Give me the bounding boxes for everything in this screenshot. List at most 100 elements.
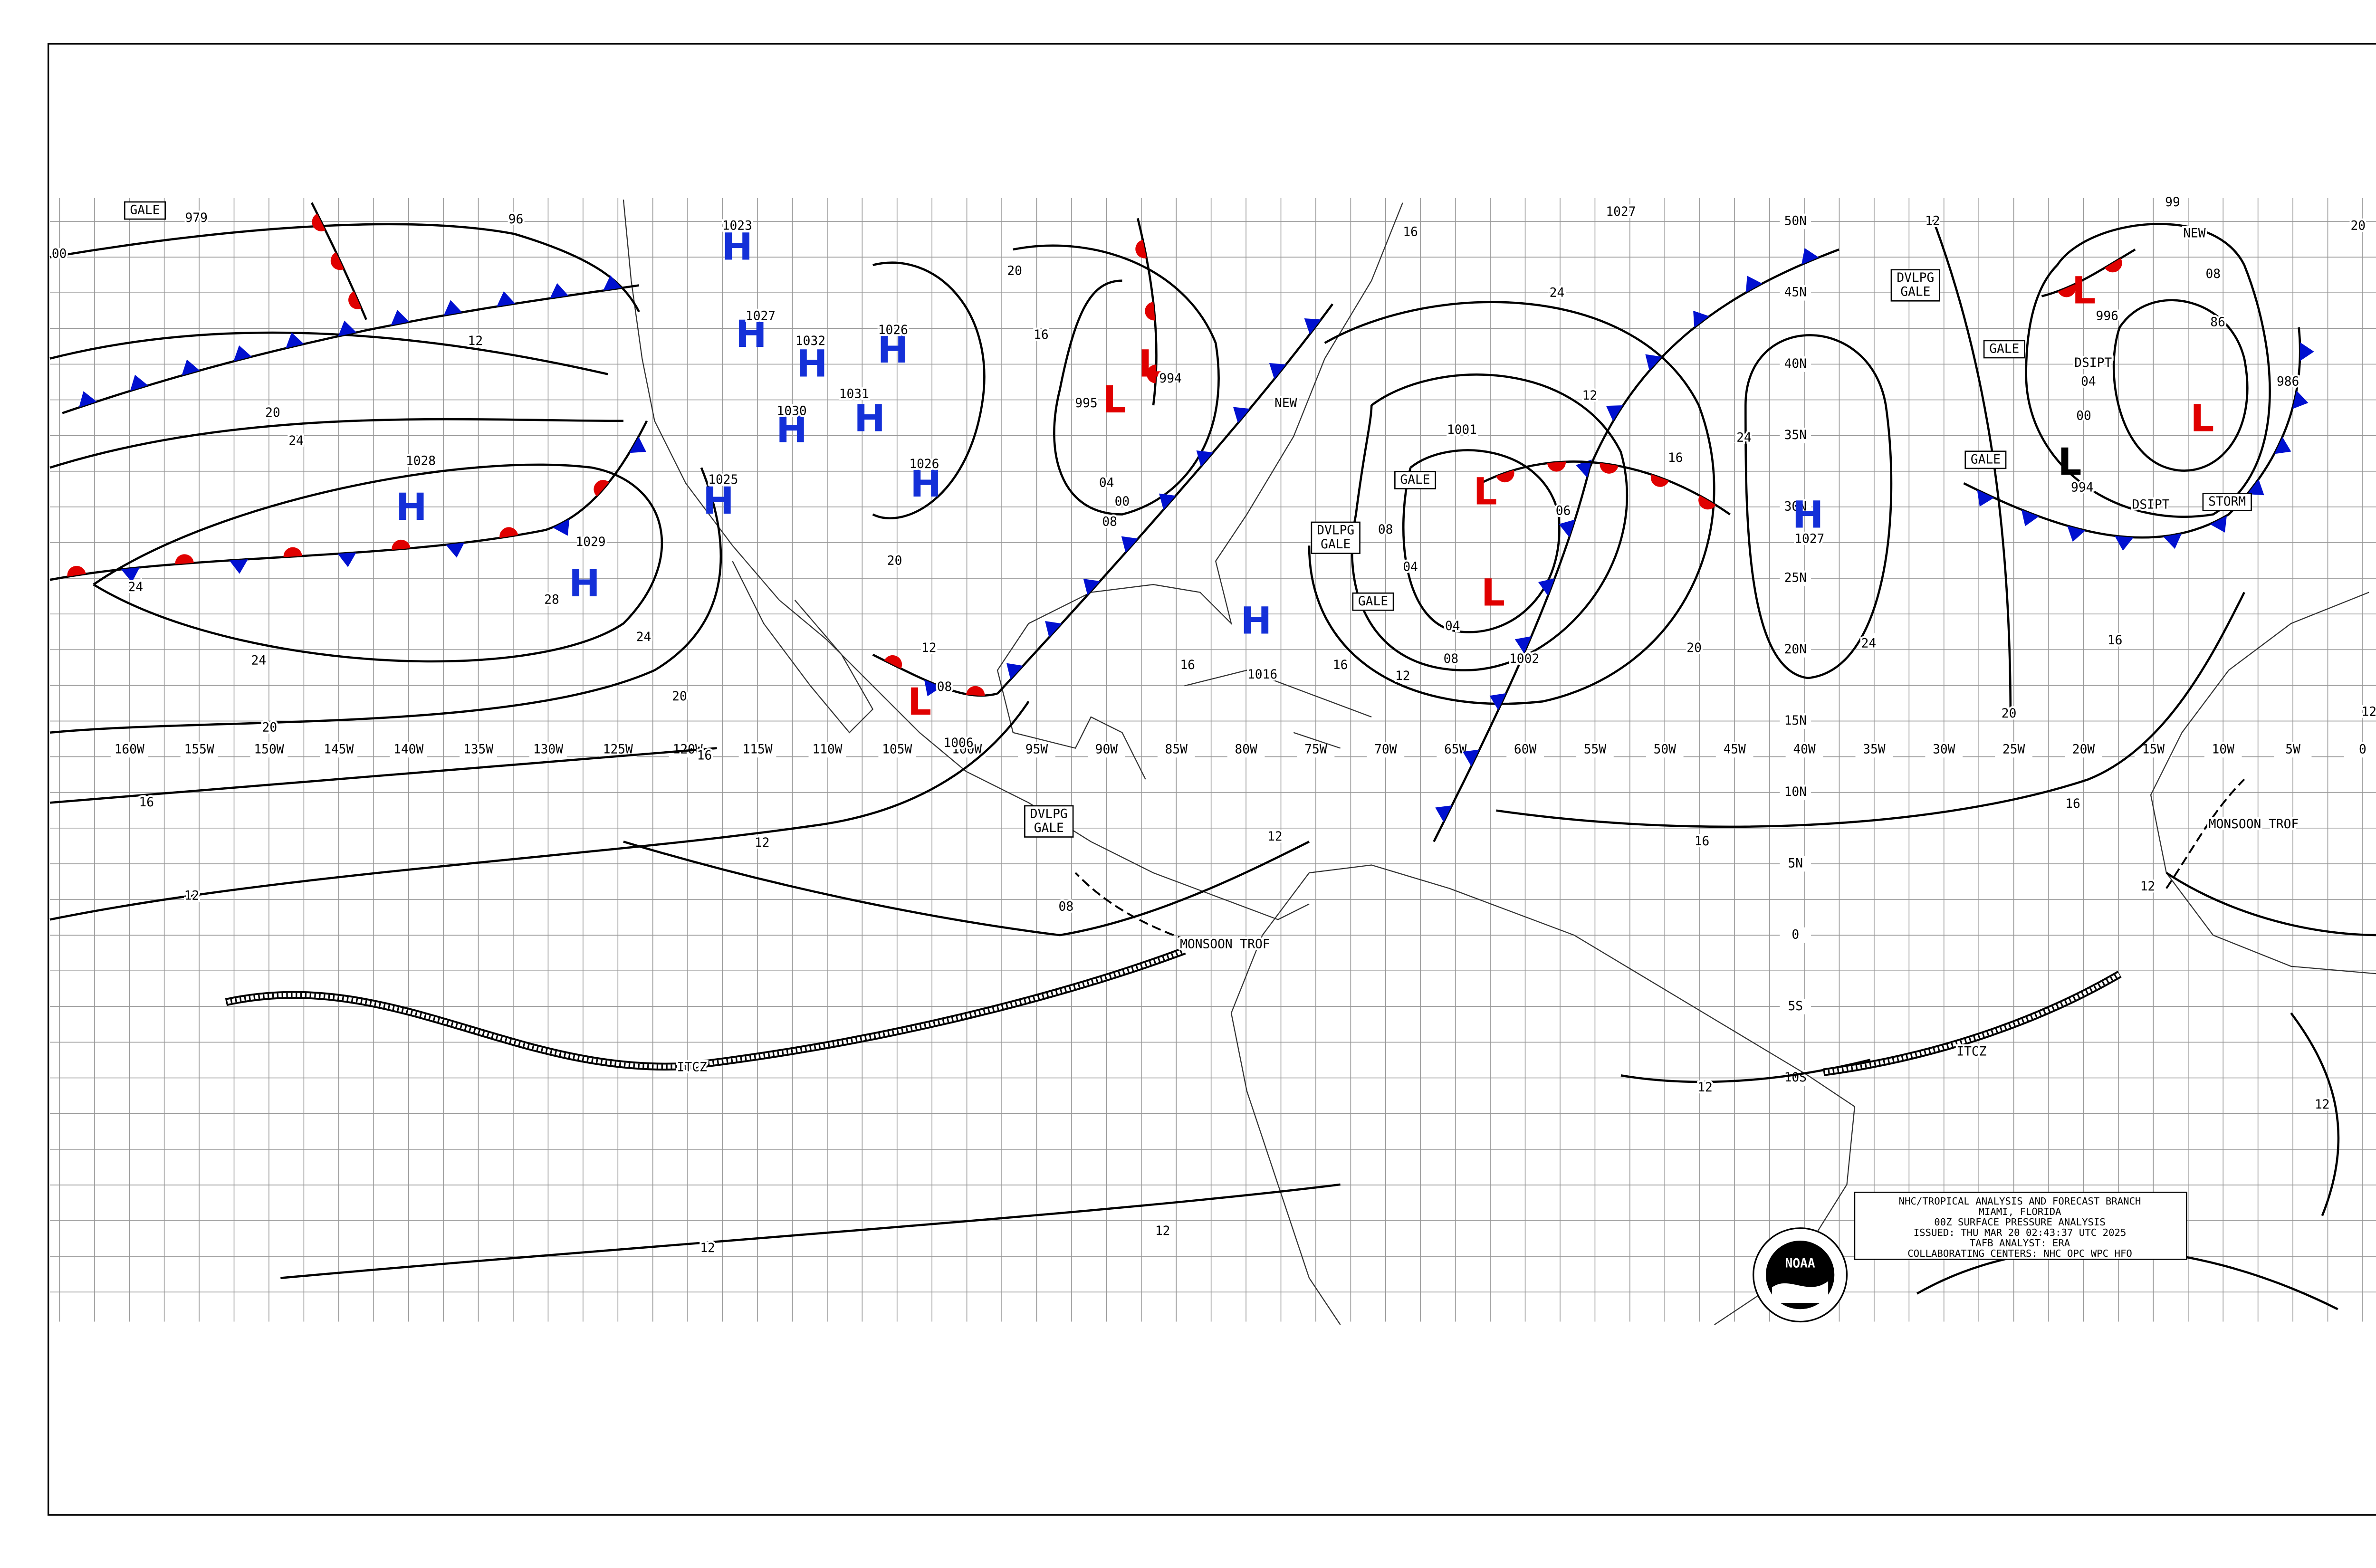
cold-front-symbol [550,283,569,298]
isobar-label: 16 [2108,633,2123,648]
low-center: L [1138,342,1162,386]
coast-west-na [623,199,1310,920]
isobar-label: 08 [937,680,952,694]
lon-label-box [180,742,218,758]
warm-front-symbol [1146,364,1157,383]
cold-front-symbol [1977,489,1994,507]
warm-front-symbol [2105,258,2122,273]
cold-front-symbol [1159,493,1176,510]
warm-front-symbol [1135,239,1147,258]
high-center: H [396,485,427,529]
cold-front-symbol [2067,526,2086,542]
feature-label: NEW [1274,396,1297,411]
lat-label-box [1780,641,1811,658]
center-pressure: 1029 [575,535,605,549]
cold-front-symbol [1606,405,1623,421]
lon-label-box [1855,742,1893,758]
lon-label-box [1715,742,1753,758]
isobar [49,700,1030,921]
isobar-label: 08 [1102,515,1117,529]
isobar-label: 28 [544,593,559,607]
center-pressure: 1027 [746,309,776,324]
high-center: H [910,462,941,506]
feature-label: MONSOON TROF [2209,817,2299,832]
isobar-label: 04 [1403,560,1418,574]
logo-wave [1772,1281,1829,1303]
cold-front-symbol [2021,509,2039,526]
latitude-label: 0 [1792,928,1799,942]
isobar [1308,301,1715,705]
lon-label-box [2204,742,2242,758]
label-box [1890,269,1940,302]
trough [2165,778,2245,889]
logo-text: NOAA [1785,1257,1815,1271]
lon-label-box [529,742,567,758]
cold-front-symbol [338,320,357,336]
feature-labels: GALEGALEGALEGALEGALEDVLPGGALEDVLPGGALEDV… [124,201,2300,1077]
isobar-label: 16 [1403,225,1418,239]
longitude-label: 130W [533,742,563,756]
isobar [49,331,608,375]
latitude-label: 45N [1784,286,1807,300]
high-center: H [1792,493,1824,537]
info-box: NHC/TROPICAL ANALYSIS AND FORECAST BRANC… [1854,1191,2187,1260]
lon-label-box [1087,742,1125,758]
feature-label: NEW [2183,227,2206,241]
cold-front-symbol [229,559,248,574]
warm-front-symbol [1547,461,1566,472]
cold-front-symbol [182,359,200,376]
lon-label-box [320,742,358,758]
lon-label-box [1018,742,1055,758]
cold-front-symbol [1435,805,1452,822]
info-line: NHC/TROPICAL ANALYSIS AND FORECAST BRANC… [1899,1195,2141,1207]
isobar-label: 24 [1550,286,1565,300]
isobar-label: 16 [1668,451,1683,465]
cold-front-symbol [130,374,148,391]
cold-front-symbol [1514,636,1532,654]
longitude-label: 135W [463,742,493,756]
isobar-label: 16 [697,748,712,763]
isobar-label: 979 [185,211,208,225]
center-pressure: 1027 [1794,532,1824,546]
feature-label: DVLPG [1897,271,1934,285]
center-pressure: 1031 [839,387,869,402]
center-pressure: 1026 [909,457,939,471]
high-center: H [776,407,807,451]
isobar-label: 20 [262,720,278,735]
isobar [49,223,640,313]
low-center: L [1102,378,1126,421]
front [1963,327,2301,539]
warm-front-symbol [312,213,326,231]
low-center: L [1474,469,1497,513]
isobar-label: 20 [672,689,687,704]
feature-label: GALE [1034,821,1064,835]
lat-label-box [1780,856,1811,872]
isobar-label: 96 [508,212,524,227]
lat-label-box [1780,428,1811,444]
longitude-label: 70W [1374,742,1397,756]
isobar-label: 16 [139,795,154,810]
lat-label-box [1780,784,1811,801]
info-line: 00Z SURFACE PRESSURE ANALYSIS [1934,1216,2106,1228]
lat-label-box [1780,499,1811,515]
center-pressure: 1028 [406,454,436,468]
cold-front-symbol [1045,621,1062,638]
isobar-label: 1027 [1606,205,1636,219]
lon-label-box [1367,742,1405,758]
isobar-label: 12 [1925,214,1940,229]
longitude-label: 100W [952,742,982,756]
warm-front-symbol [67,565,86,577]
isobar-label: 04 [1099,476,1114,490]
label-box [1394,471,1436,489]
isobar-label: 08 [2205,267,2221,281]
latitude-label: 25N [1784,571,1807,585]
coast-baja [732,561,874,734]
feature-label: STORM [2208,495,2246,509]
cold-front-symbol [497,291,516,307]
lat-label-box [1780,998,1811,1014]
center-pressure: 1032 [795,334,825,348]
lat-label-box [1780,713,1811,729]
warm-front-symbol [348,291,362,309]
lon-label-box [1506,742,1544,758]
